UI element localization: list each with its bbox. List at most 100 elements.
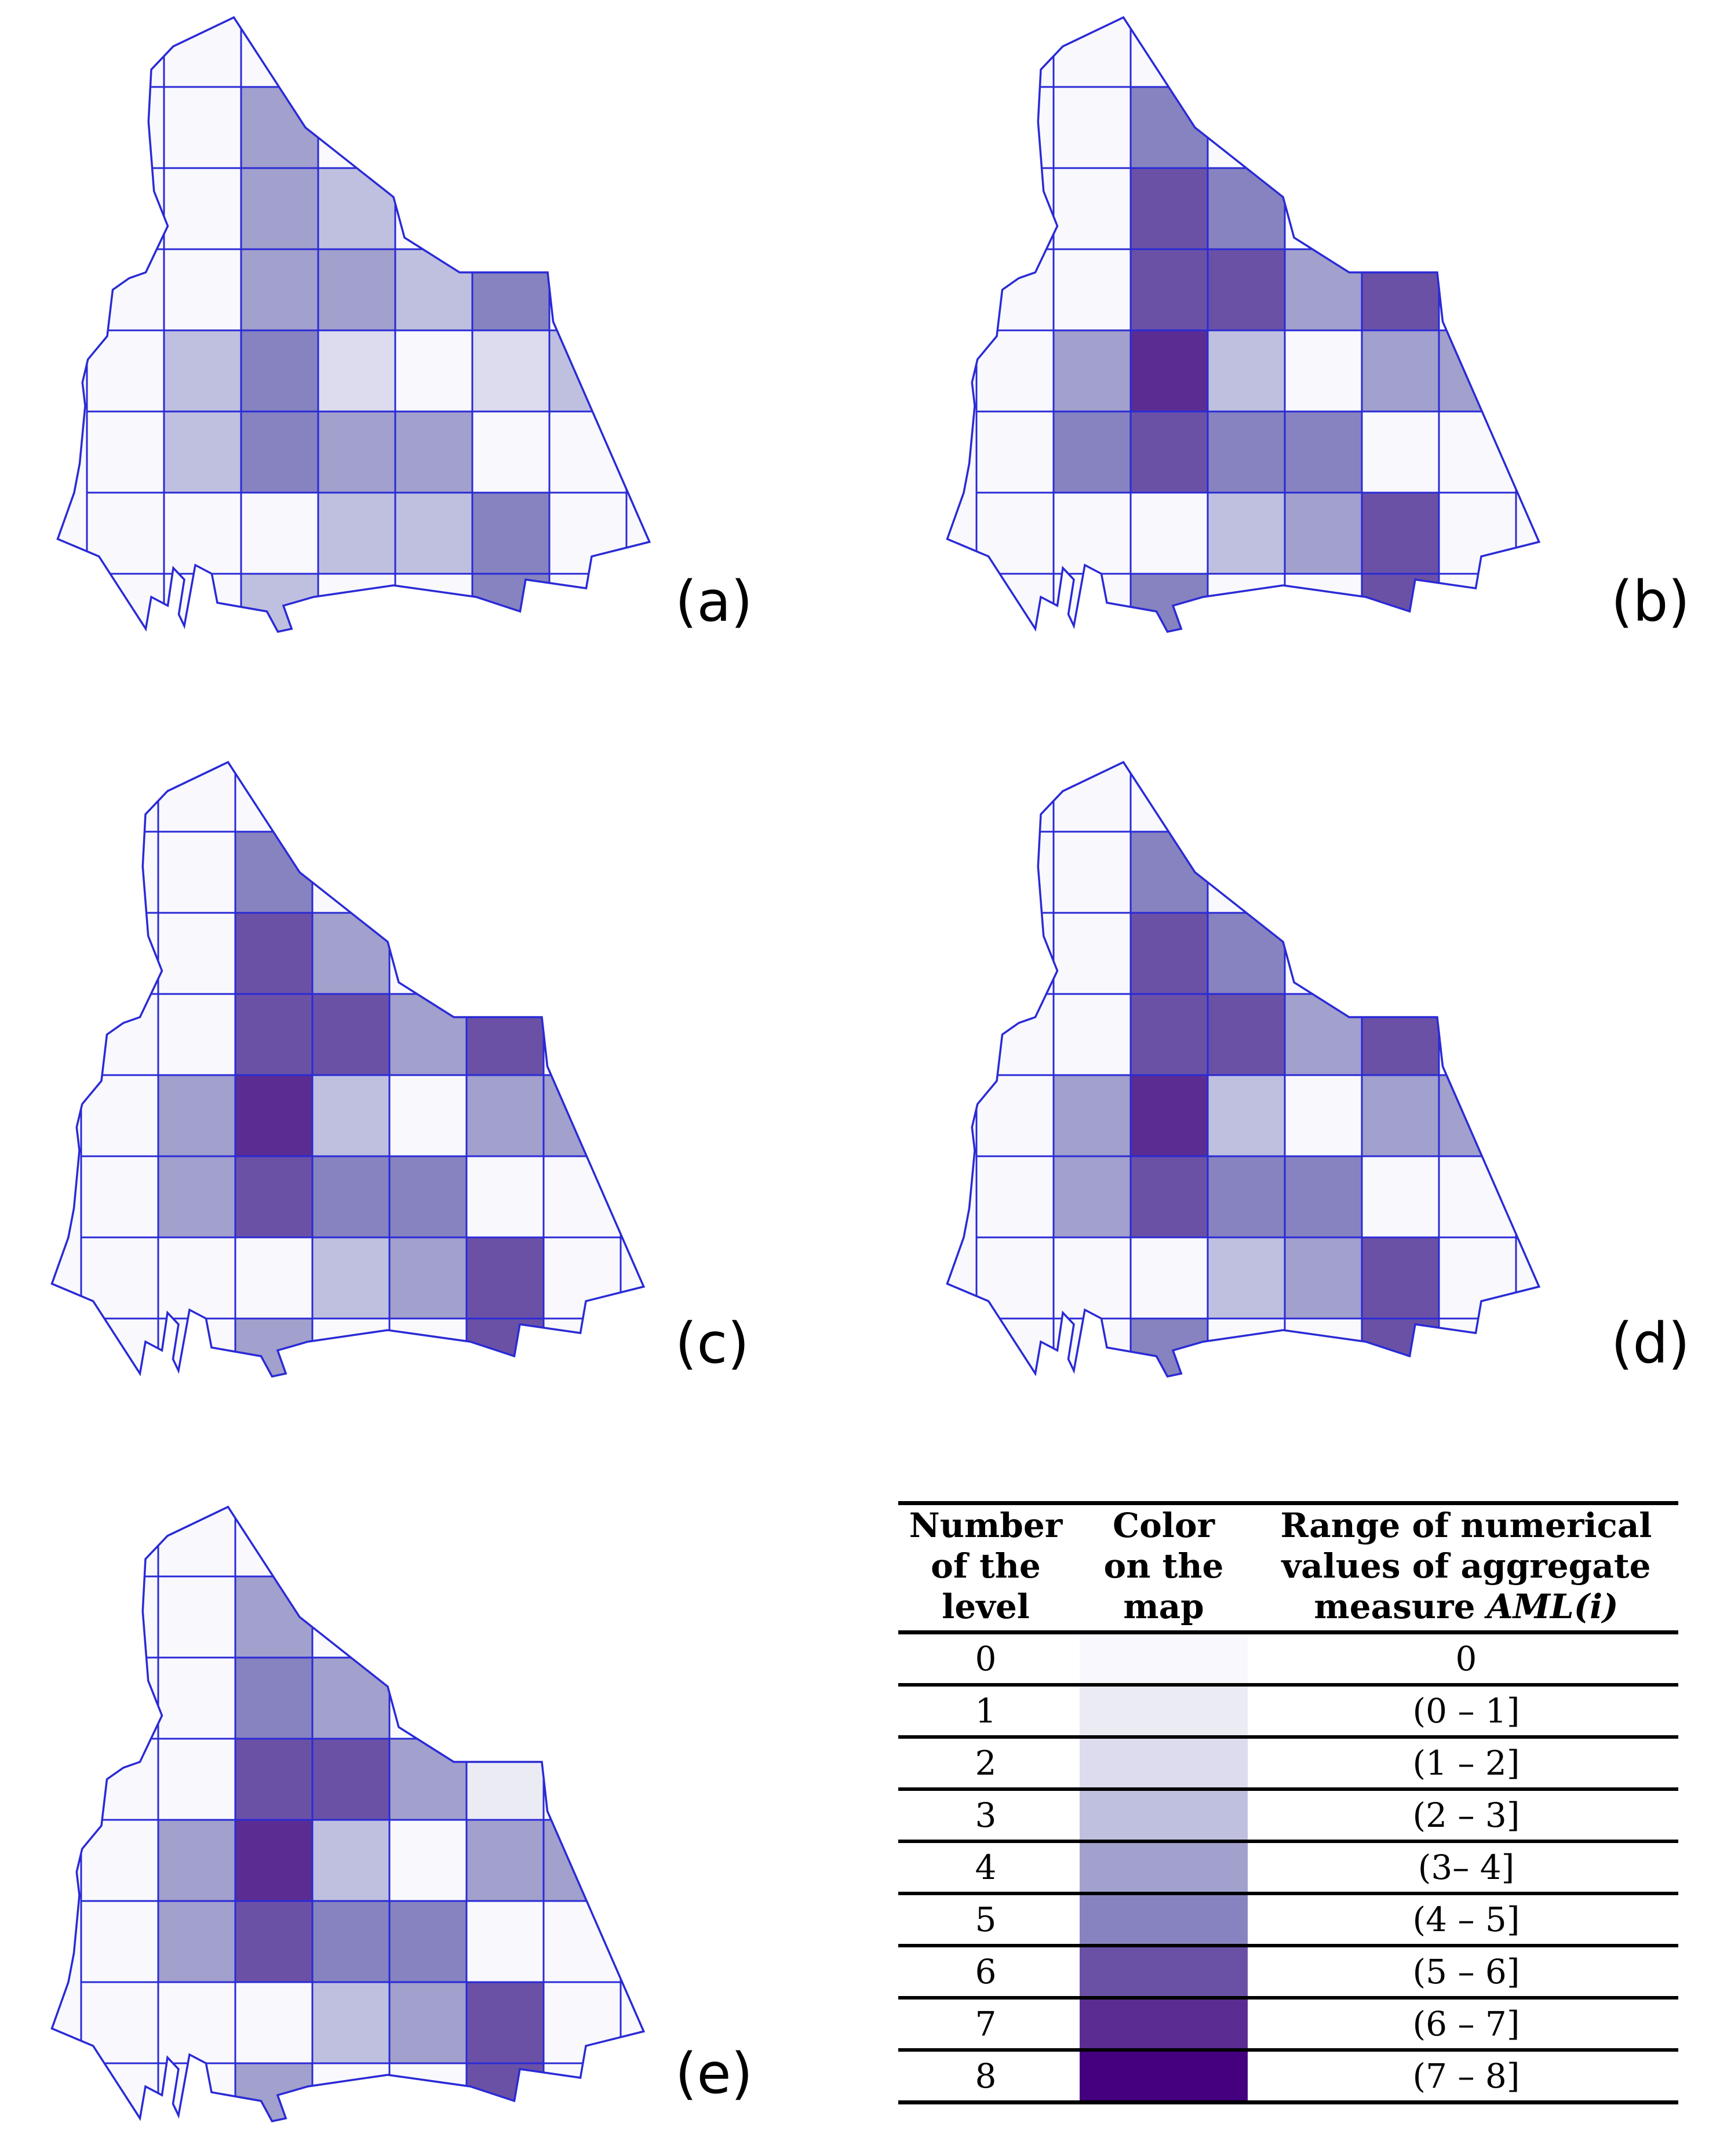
grid-cell	[1361, 912, 1440, 995]
grid-cell	[471, 573, 551, 632]
grid-cell	[240, 491, 319, 575]
grid-cell	[86, 17, 165, 88]
grid-cell	[625, 248, 650, 332]
panel-label-b: (b)	[1611, 569, 1690, 634]
legend-color-swatch	[1080, 1634, 1248, 1683]
grid-cell	[1438, 410, 1517, 494]
grid-cell	[1129, 329, 1209, 413]
grid-cell	[388, 2062, 468, 2121]
grid-cell	[1284, 1155, 1363, 1239]
legend-header-measure: AML(i)	[1486, 1587, 1619, 1626]
legend-color-cell	[1073, 2050, 1254, 2103]
grid-cell	[394, 17, 473, 88]
grid-cell	[1207, 762, 1286, 833]
grid-cell	[620, 1738, 644, 1821]
grid-cell	[388, 1236, 468, 1320]
grid-cell	[157, 831, 236, 914]
grid-cell	[1052, 86, 1132, 169]
grid-cell	[240, 167, 319, 250]
grid-cell	[1207, 17, 1286, 88]
grid-cell	[157, 1900, 236, 1983]
grid-cell	[465, 1074, 545, 1157]
grid-cell	[1052, 248, 1132, 332]
grid-cell	[465, 1900, 545, 1983]
grid-cell	[311, 1981, 391, 2064]
grid-cell	[1129, 1236, 1209, 1320]
grid-cell	[620, 1819, 644, 1902]
grid-cell	[157, 993, 236, 1076]
grid-cell	[234, 1981, 314, 2064]
grid-cell	[80, 1074, 159, 1157]
grid-cell	[1515, 762, 1539, 833]
grid-cell	[80, 1575, 159, 1659]
grid-cell	[388, 1819, 468, 1902]
grid-cell	[317, 248, 396, 332]
grid-cell	[311, 1819, 391, 1902]
grid-cell	[317, 86, 396, 169]
legend-header-color: Color on the map	[1103, 1506, 1224, 1626]
grid-cell	[1361, 762, 1440, 833]
grid-map-c	[50, 760, 646, 1378]
grid-cell	[394, 167, 473, 250]
grid-cell	[1361, 329, 1440, 413]
legend-range-value: (3– 4]	[1418, 1848, 1515, 1887]
grid-cell	[542, 762, 622, 833]
grid-cell	[542, 831, 622, 914]
grid-cell	[542, 1507, 622, 1578]
grid-cell	[240, 248, 319, 332]
grid-cell	[548, 248, 628, 332]
legend-level-value: 1	[975, 1691, 997, 1731]
grid-cell	[1284, 329, 1363, 413]
grid-cell	[1361, 410, 1440, 494]
grid-cell	[80, 1236, 159, 1320]
grid-cell	[975, 573, 1055, 632]
legend-range-value: (0 – 1]	[1412, 1691, 1520, 1731]
grid-cell	[1284, 912, 1363, 995]
grid-cell	[975, 329, 1055, 413]
legend-row: 5 (4 – 5]	[898, 1893, 1678, 1946]
grid-cell	[1361, 1074, 1440, 1157]
grid-cell	[548, 86, 628, 169]
grid-cell	[1284, 762, 1363, 833]
grid-cell	[311, 912, 391, 995]
grid-cell	[1207, 831, 1286, 914]
grid-cell	[620, 762, 644, 833]
grid-cell	[465, 1155, 545, 1239]
grid-cell	[1207, 167, 1286, 250]
grid-cell	[157, 1074, 236, 1157]
grid-cell	[975, 993, 1055, 1076]
grid-cell	[1129, 1317, 1209, 1376]
grid-cell	[388, 912, 468, 995]
grid-cell	[1129, 491, 1209, 575]
grid-cell	[86, 86, 165, 169]
grid-cell	[625, 329, 650, 413]
grid-cell	[388, 1656, 468, 1740]
grid-cell	[163, 573, 242, 632]
grid-cell	[157, 1317, 236, 1376]
grid-cell	[465, 1317, 545, 1376]
legend-color-swatch	[1080, 1843, 1248, 1892]
legend-color-cell	[1073, 1737, 1254, 1789]
legend-color-swatch	[1080, 1947, 1248, 1996]
grid-cell	[240, 573, 319, 632]
legend-range-value: (4 – 5]	[1412, 1900, 1520, 1939]
grid-cell	[388, 1507, 468, 1578]
grid-cell	[1515, 573, 1539, 632]
grid-cell	[1207, 1155, 1286, 1239]
panel-label-d: (d)	[1611, 1311, 1690, 1376]
grid-cell	[620, 1507, 644, 1578]
grid-cell	[80, 762, 159, 833]
grid-cell	[1052, 491, 1132, 575]
grid-cell	[1361, 1317, 1440, 1376]
grid-cell	[471, 329, 551, 413]
grid-cell	[311, 1575, 391, 1659]
grid-cell	[240, 410, 319, 494]
grid-cell	[388, 1981, 468, 2064]
grid-cell	[465, 1819, 545, 1902]
grid-cell	[620, 993, 644, 1076]
grid-cell	[1361, 993, 1440, 1076]
grid-map-d	[946, 760, 1541, 1378]
grid-cell	[1438, 248, 1517, 332]
grid-cell	[465, 1575, 545, 1659]
grid-cell	[1129, 1155, 1209, 1239]
